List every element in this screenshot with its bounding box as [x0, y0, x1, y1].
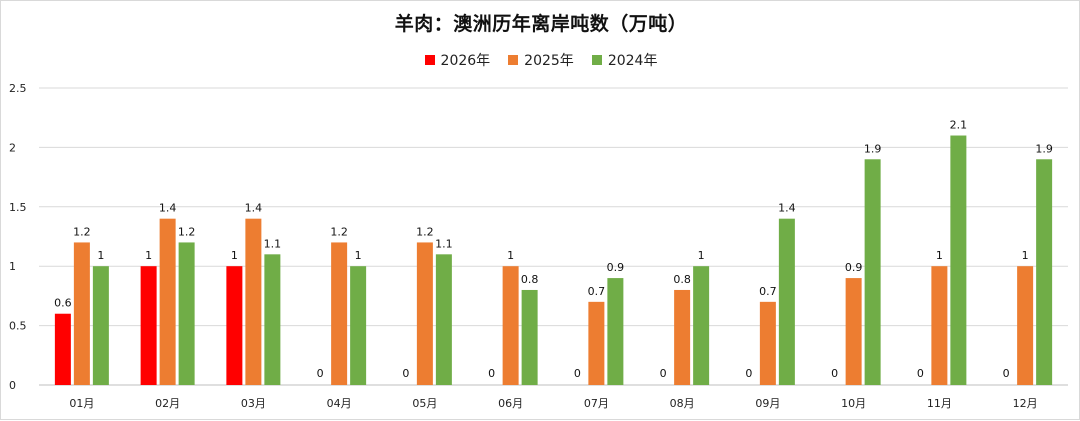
bar-2024年-09月: [778, 218, 795, 385]
bar-2025年-01月: [73, 242, 90, 385]
data-label: 1.2: [416, 225, 434, 238]
bar-2025年-03月: [245, 218, 262, 385]
data-label: 0: [317, 367, 324, 380]
legend-swatch-2026: [424, 55, 435, 65]
bar-2024年-07月: [607, 278, 624, 385]
y-tick-label: 1.5: [9, 201, 27, 214]
bar-2025年-12月: [1017, 266, 1034, 385]
data-label: 0: [917, 367, 924, 380]
data-label: 2.1: [950, 119, 968, 132]
bar-2024年-05月: [435, 254, 452, 385]
bar-2025年-02月: [159, 218, 176, 385]
bar-2025年-07月: [588, 301, 605, 385]
data-label: 0.8: [521, 273, 539, 286]
legend-label-2025: 2025年: [524, 53, 574, 69]
bar-2025年-09月: [759, 301, 776, 385]
bar-2024年-04月: [350, 266, 367, 385]
legend-swatch-2024: [591, 55, 602, 65]
x-tick-label: 08月: [670, 397, 695, 410]
x-tick-label: 03月: [241, 397, 266, 410]
bar-2024年-12月: [1036, 159, 1053, 385]
y-tick-label: 1: [9, 260, 16, 273]
y-tick-label: 2: [9, 141, 16, 154]
legend-label-2024: 2024年: [607, 53, 658, 69]
bar-2024年-08月: [693, 266, 710, 385]
bar-2024年-01月: [92, 266, 109, 385]
data-label: 1.9: [1035, 142, 1053, 155]
data-label: 1: [1022, 249, 1029, 262]
data-label: 1: [145, 249, 152, 262]
bar-2026年-02月: [140, 266, 157, 385]
y-tick-label: 2.5: [9, 82, 27, 95]
bar-2025年-11月: [931, 266, 948, 385]
data-label: 0: [402, 367, 409, 380]
bar-2025年-08月: [674, 289, 691, 385]
data-label: 1.4: [159, 202, 177, 215]
bar-2024年-02月: [178, 242, 195, 385]
data-label: 0: [1003, 367, 1010, 380]
bar-2025年-10月: [845, 278, 862, 385]
bar-2024年-10月: [864, 159, 881, 385]
y-tick-label: 0: [9, 379, 16, 392]
x-tick-label: 05月: [412, 397, 437, 410]
x-tick-label: 09月: [755, 397, 780, 410]
y-tick-label: 0.5: [9, 320, 27, 333]
data-label: 0: [574, 367, 581, 380]
data-label: 1: [355, 249, 362, 262]
bar-2025年-04月: [331, 242, 348, 385]
legend-item-2025: 2025年: [508, 50, 574, 70]
x-tick-label: 02月: [155, 397, 180, 410]
x-tick-label: 01月: [69, 397, 94, 410]
data-label: 0.7: [588, 285, 606, 298]
legend-swatch-2025: [508, 55, 519, 65]
data-label: 0.6: [54, 297, 72, 310]
data-label: 0: [745, 367, 752, 380]
data-label: 0: [488, 367, 495, 380]
data-label: 0.8: [673, 273, 691, 286]
legend-item-2024: 2024年: [591, 50, 658, 70]
data-label: 0: [660, 367, 667, 380]
legend-label-2026: 2026年: [440, 53, 491, 69]
bar-2024年-06月: [521, 289, 538, 385]
data-label: 1: [698, 249, 705, 262]
x-tick-label: 06月: [498, 397, 523, 410]
data-label: 1: [231, 249, 238, 262]
data-label: 1.4: [778, 202, 796, 215]
x-tick-label: 11月: [927, 397, 952, 410]
bar-2026年-03月: [226, 266, 243, 385]
legend-item-2026: 2026年: [424, 50, 491, 70]
data-label: 1.2: [73, 225, 91, 238]
chart-legend: 2026年 2025年 2024年: [1, 50, 1080, 70]
x-tick-label: 12月: [1013, 397, 1038, 410]
bar-2024年-11月: [950, 135, 967, 385]
bar-2024年-03月: [264, 254, 281, 385]
x-tick-label: 07月: [584, 397, 609, 410]
data-label: 1.2: [178, 225, 196, 238]
data-label: 1.4: [245, 202, 263, 215]
bar-2026年-01月: [54, 313, 71, 385]
data-label: 1: [936, 249, 943, 262]
x-tick-label: 10月: [841, 397, 866, 410]
data-label: 1.1: [264, 237, 282, 250]
data-label: 0.7: [759, 285, 777, 298]
bar-2025年-06月: [502, 266, 519, 385]
data-label: 1.2: [330, 225, 348, 238]
data-label: 1: [97, 249, 104, 262]
data-label: 1.9: [864, 142, 882, 155]
data-label: 0.9: [845, 261, 863, 274]
data-label: 1: [507, 249, 514, 262]
data-label: 0: [831, 367, 838, 380]
x-tick-label: 04月: [327, 397, 352, 410]
chart-title: 羊肉：澳洲历年离岸吨数（万吨）: [394, 13, 688, 35]
bar-2025年-05月: [416, 242, 433, 385]
data-label: 1.1: [435, 237, 453, 250]
data-label: 0.9: [607, 261, 625, 274]
